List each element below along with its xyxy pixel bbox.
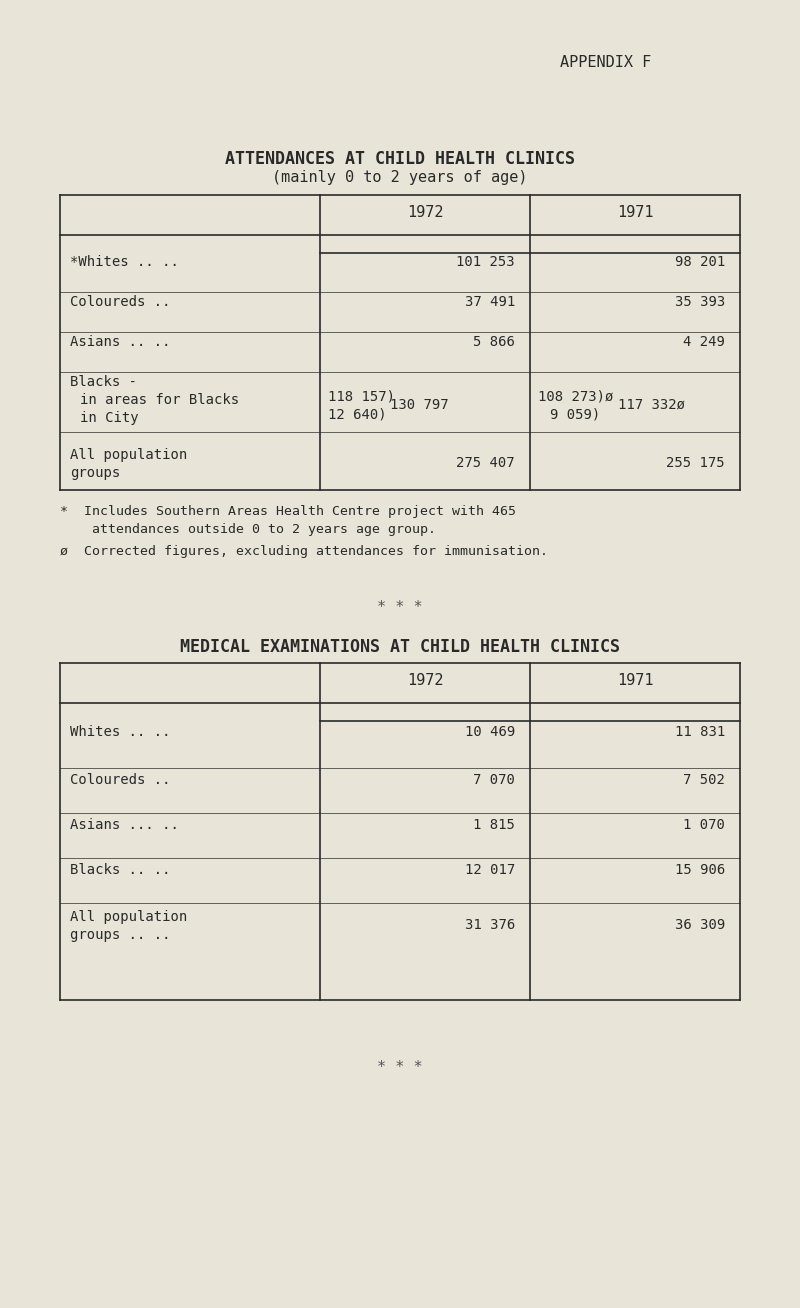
Text: in City: in City [80, 411, 138, 425]
Text: 275 407: 275 407 [456, 456, 515, 470]
Text: 1972: 1972 [406, 205, 443, 220]
Text: Coloureds ..: Coloureds .. [70, 773, 170, 787]
Text: 1972: 1972 [406, 674, 443, 688]
Text: *Whites .. ..: *Whites .. .. [70, 255, 179, 269]
Text: 101 253: 101 253 [456, 255, 515, 269]
Text: Asians .. ..: Asians .. .. [70, 335, 170, 349]
Text: groups: groups [70, 466, 120, 480]
Text: APPENDIX F: APPENDIX F [560, 55, 651, 71]
Text: 1971: 1971 [617, 674, 654, 688]
Text: * * *: * * * [377, 1059, 423, 1075]
Text: 130 797: 130 797 [390, 398, 449, 412]
Text: Asians ... ..: Asians ... .. [70, 818, 179, 832]
Text: 1971: 1971 [617, 205, 654, 220]
Text: 36 309: 36 309 [674, 918, 725, 933]
Text: 1 070: 1 070 [683, 818, 725, 832]
Text: in areas for Blacks: in areas for Blacks [80, 392, 239, 407]
Text: 5 866: 5 866 [473, 335, 515, 349]
Text: 7 502: 7 502 [683, 773, 725, 787]
Text: * * *: * * * [377, 600, 423, 615]
Text: Blacks -: Blacks - [70, 375, 137, 388]
Text: *  Includes Southern Areas Health Centre project with 465: * Includes Southern Areas Health Centre … [60, 505, 516, 518]
Text: 35 393: 35 393 [674, 296, 725, 309]
Text: 117 332ø: 117 332ø [618, 398, 685, 412]
Text: MEDICAL EXAMINATIONS AT CHILD HEALTH CLINICS: MEDICAL EXAMINATIONS AT CHILD HEALTH CLI… [180, 638, 620, 657]
Text: Coloureds ..: Coloureds .. [70, 296, 170, 309]
Text: 108 273)ø: 108 273)ø [538, 388, 614, 403]
Text: 12 017: 12 017 [465, 863, 515, 876]
Text: 12 640): 12 640) [328, 407, 386, 421]
Text: 98 201: 98 201 [674, 255, 725, 269]
Text: 9 059): 9 059) [550, 407, 600, 421]
Text: attendances outside 0 to 2 years age group.: attendances outside 0 to 2 years age gro… [60, 523, 436, 536]
Text: All population: All population [70, 449, 187, 462]
Text: groups .. ..: groups .. .. [70, 927, 170, 942]
Text: 31 376: 31 376 [465, 918, 515, 933]
Text: 1 815: 1 815 [473, 818, 515, 832]
Text: 4 249: 4 249 [683, 335, 725, 349]
Text: 10 469: 10 469 [465, 725, 515, 739]
Text: 37 491: 37 491 [465, 296, 515, 309]
Text: 11 831: 11 831 [674, 725, 725, 739]
Text: 15 906: 15 906 [674, 863, 725, 876]
Text: 255 175: 255 175 [666, 456, 725, 470]
Text: 7 070: 7 070 [473, 773, 515, 787]
Text: All population: All population [70, 910, 187, 923]
Text: ATTENDANCES AT CHILD HEALTH CLINICS: ATTENDANCES AT CHILD HEALTH CLINICS [225, 150, 575, 167]
Text: (mainly 0 to 2 years of age): (mainly 0 to 2 years of age) [272, 170, 528, 184]
Text: Whites .. ..: Whites .. .. [70, 725, 170, 739]
Text: Blacks .. ..: Blacks .. .. [70, 863, 170, 876]
Text: 118 157): 118 157) [328, 388, 395, 403]
Text: ø  Corrected figures, excluding attendances for immunisation.: ø Corrected figures, excluding attendanc… [60, 545, 548, 559]
